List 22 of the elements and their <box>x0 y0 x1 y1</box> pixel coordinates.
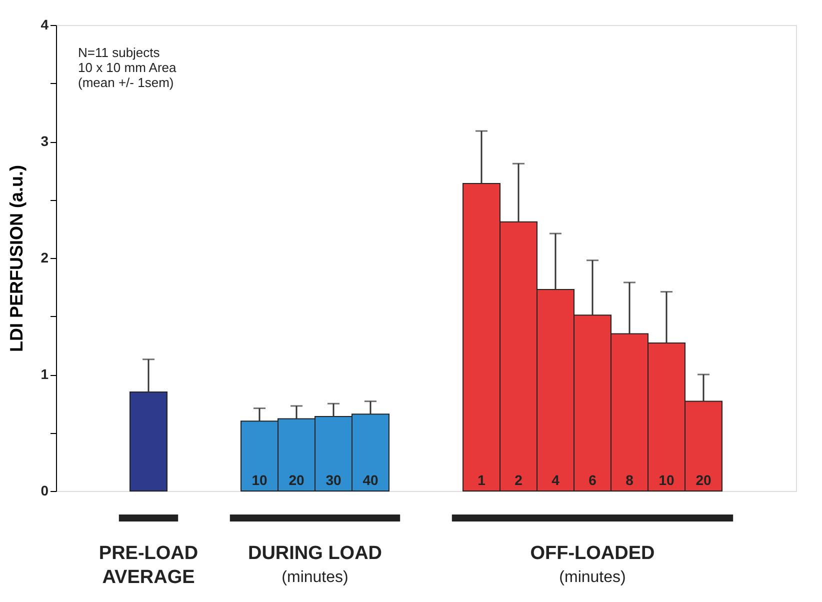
y-axis-title: LDI PERFUSION (a.u.) <box>6 164 27 352</box>
x-tick-label: 4 <box>552 472 560 488</box>
text: OFF-LOADED (minutes) <box>530 543 655 586</box>
annotation: N=11 subjects 10 x 10 mm Area (mean +/- 1sem) <box>78 45 178 90</box>
text: DURING LOAD (minutes) <box>248 543 382 586</box>
y-tick-label: 2 <box>40 250 49 266</box>
x-tick-label: 10 <box>252 472 268 488</box>
y-tick-label: 4 <box>40 16 49 32</box>
x-tick-label: 2 <box>514 472 523 488</box>
text: PRE-LOAD AVERAGE <box>98 543 198 588</box>
y-tick-label: 1 <box>40 366 49 382</box>
x-tick-label: 30 <box>326 472 342 488</box>
x-tick-label: 40 <box>362 472 378 488</box>
y-tick-label: 0 <box>40 482 49 498</box>
y-tick-label: 3 <box>40 133 49 149</box>
x-tick-label: 6 <box>588 472 597 488</box>
bar <box>130 391 168 492</box>
x-tick-label: 10 <box>658 472 674 488</box>
x-tick-label: 20 <box>288 472 304 488</box>
x-tick-label: 1 <box>478 472 486 488</box>
x-tick-label: 8 <box>626 472 634 488</box>
x-tick-label: 20 <box>696 472 712 488</box>
